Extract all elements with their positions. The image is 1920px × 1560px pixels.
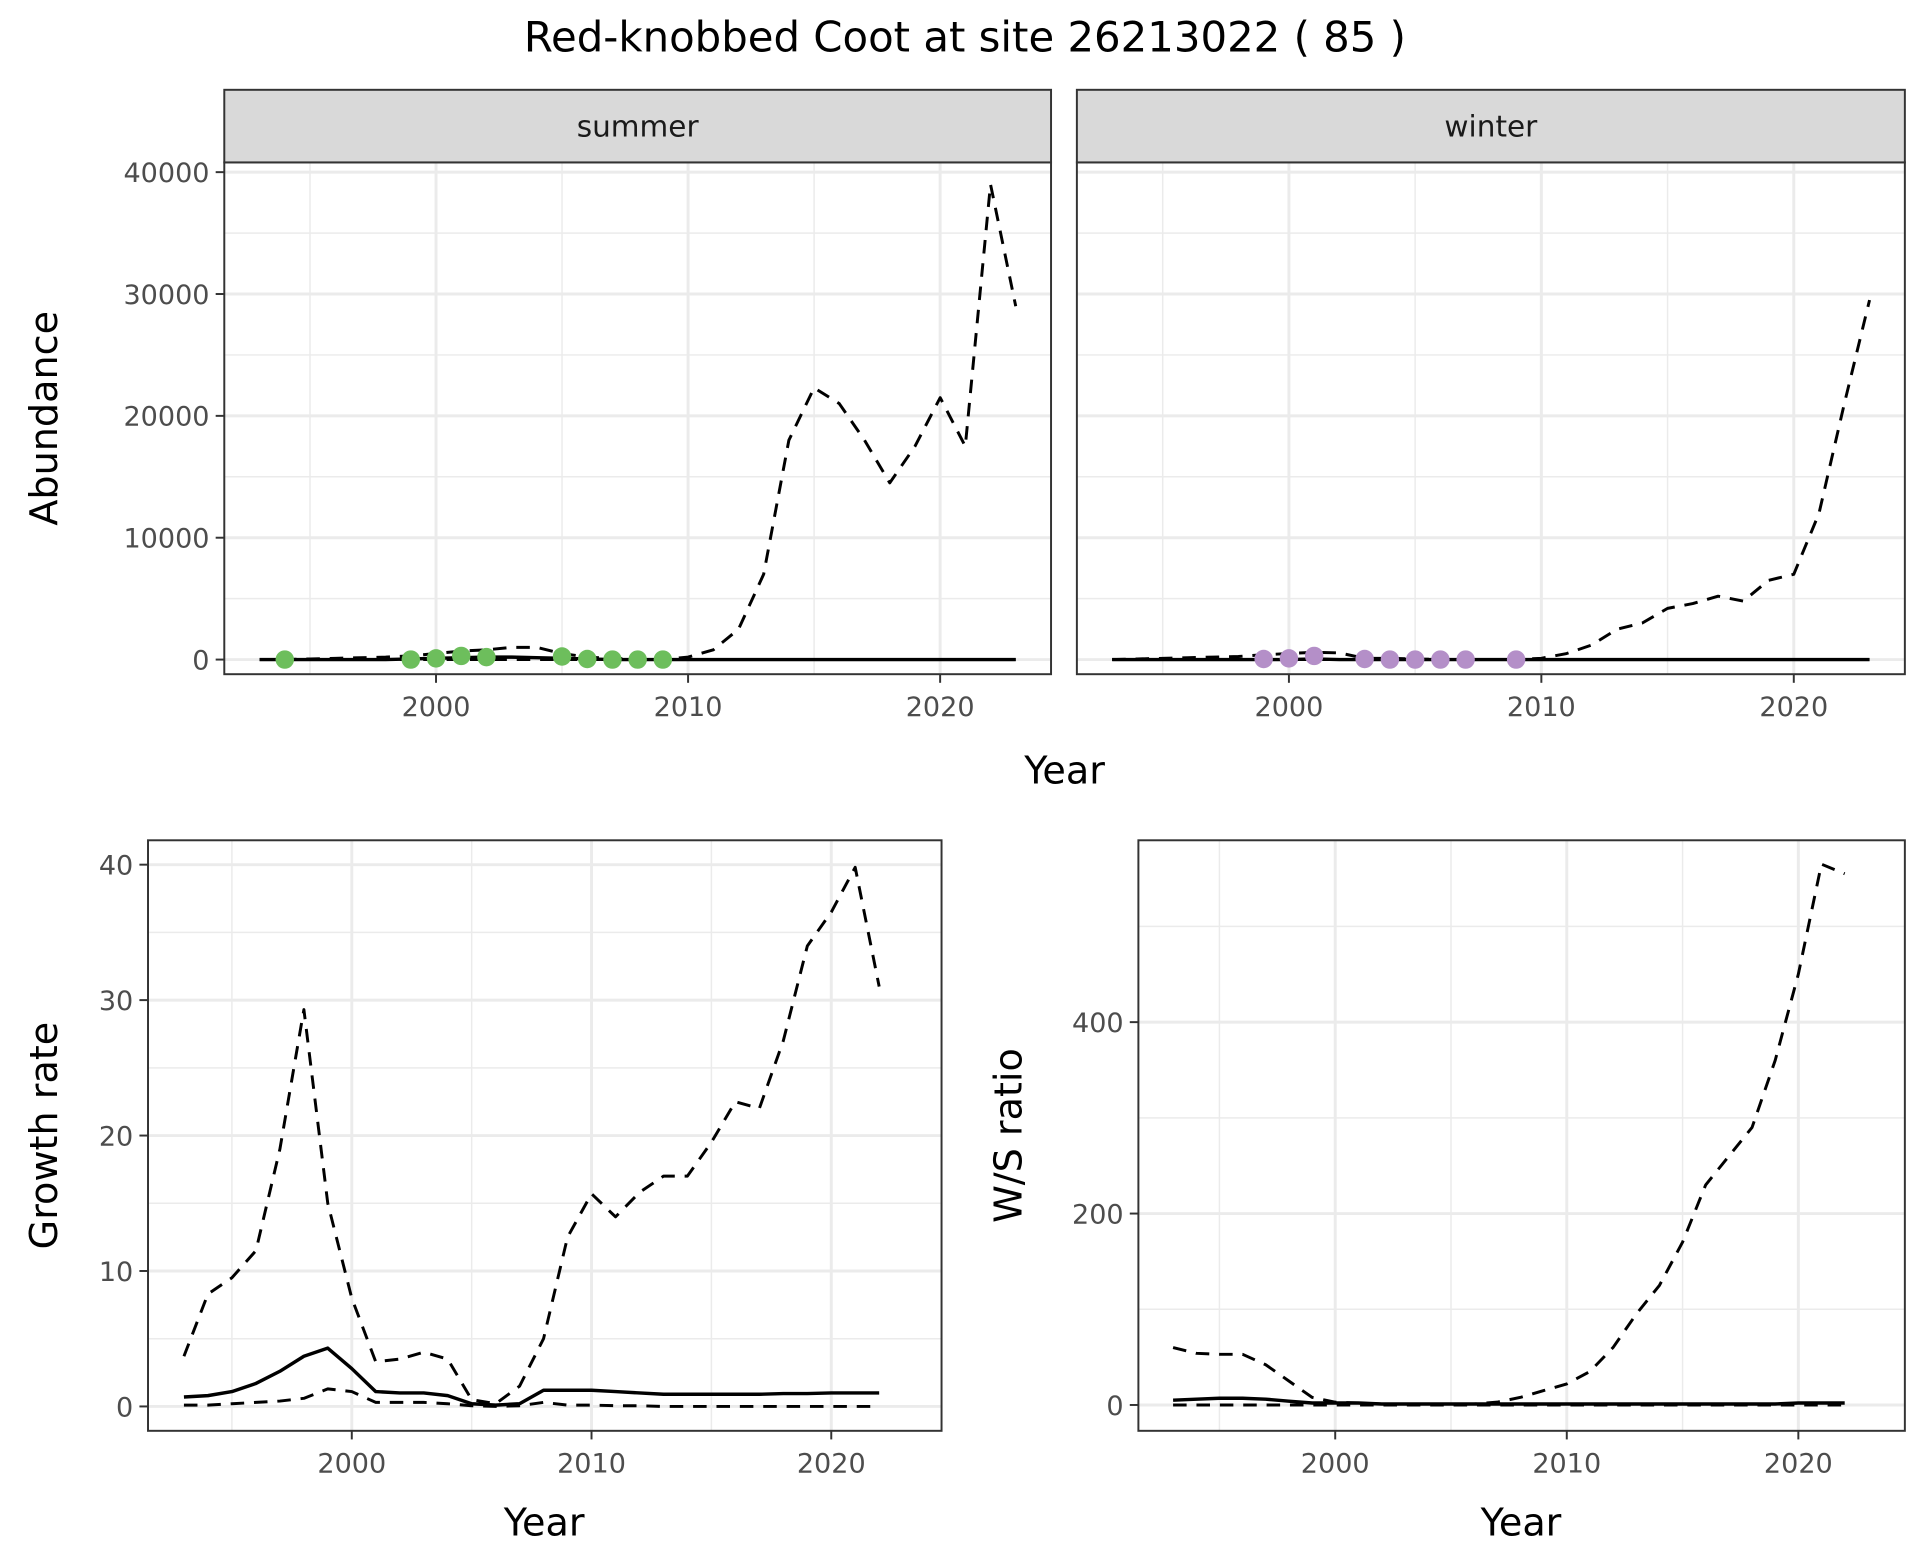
- abundance-winter-panel: 2000 2010 2020 winter: [1075, 88, 1906, 723]
- ws-ratio-y-tick-label: 200: [1072, 1199, 1124, 1230]
- ws-ratio-series-upper-dashed-line: [1172, 862, 1846, 1406]
- ws-ratio-panel-border: [1137, 839, 1906, 1432]
- ws-ratio-series-estimate-line: [1173, 1396, 1845, 1406]
- abundance-summer-data-point: [401, 650, 421, 669]
- abundance-summer-x-tick-label: 2010: [654, 692, 723, 723]
- abundance-winter-data-point: [1456, 650, 1475, 669]
- abundance-summer-x-tick-label: 2020: [906, 692, 975, 723]
- abundance-y-axis-title: Abundance: [22, 311, 66, 526]
- abundance-summer-data-point: [451, 646, 471, 666]
- abundance-summer-y-tick-label: 20000: [123, 402, 209, 433]
- abundance-summer-data-point: [426, 649, 446, 668]
- abundance-winter-data-point: [1380, 650, 1400, 669]
- growth-rate-series-lower-dashed-line: [183, 1387, 880, 1408]
- growth-rate-y-tick-label: 10: [99, 1257, 133, 1288]
- abundance-summer-data-point: [275, 650, 295, 669]
- abundance-winter-data-point: [1279, 649, 1299, 668]
- abundance-winter-data-point: [1506, 650, 1526, 669]
- growth-rate-x-tick-label: 2010: [557, 1449, 626, 1480]
- growth-rate-series-upper-dashed-line: [182, 865, 881, 1406]
- ratio-y-axis-title: W/S ratio: [987, 1048, 1031, 1223]
- growth-x-axis-title: Year: [503, 1500, 585, 1544]
- abundance-summer-data-point: [603, 650, 622, 669]
- growth-rate-x-tick-label: 2000: [317, 1449, 386, 1480]
- growth-rate-y-tick-label: 20: [99, 1121, 133, 1152]
- abundance-x-axis-title: Year: [1023, 749, 1105, 793]
- abundance-summer-y-tick-label: 0: [192, 645, 209, 676]
- abundance-winter-facet-label: winter: [1444, 110, 1538, 144]
- abundance-winter-data-point: [1431, 650, 1450, 669]
- abundance-winter-data-point: [1304, 646, 1324, 666]
- abundance-summer-data-point: [477, 647, 496, 667]
- abundance-summer-data-point: [552, 647, 572, 666]
- abundance-winter-data-point: [1405, 650, 1425, 669]
- abundance-summer-y-tick-label: 40000: [123, 158, 209, 189]
- ws-ratio-y-tick-label: 0: [1106, 1391, 1123, 1422]
- abundance-summer-data-point: [628, 650, 647, 669]
- abundance-summer-facet-strip: [223, 88, 1053, 164]
- abundance-winter-panel-border: [1075, 161, 1906, 676]
- abundance-summer-panel-border: [223, 161, 1053, 676]
- abundance-winter-x-tick-label: 2000: [1254, 692, 1323, 723]
- abundance-summer-x-tick-label: 2000: [402, 692, 471, 723]
- ratio-x-axis-title: Year: [1480, 1500, 1562, 1544]
- growth-rate-panel: 2000 2010 2020 0 10 20 30 40: [99, 839, 943, 1480]
- abundance-winter-facet-strip: [1075, 88, 1906, 164]
- abundance-winter-data-point: [1355, 649, 1374, 669]
- chart-title: Red-knobbed Coot at site 26213022 ( 85 ): [524, 13, 1406, 62]
- abundance-winter-x-tick-label: 2010: [1507, 692, 1576, 723]
- abundance-summer-data-point: [653, 650, 673, 669]
- growth-rate-y-tick-label: 30: [99, 986, 133, 1017]
- abundance-winter-data-point: [1254, 649, 1273, 669]
- abundance-summer-panel: 2000 2010 2020 0 10000 20000 30000 40000 summer: [123, 88, 1053, 723]
- growth-rate-series-estimate-line: [183, 1346, 880, 1407]
- abundance-winter-x-tick-label: 2020: [1759, 692, 1828, 723]
- growth-rate-y-tick-label: 0: [116, 1392, 133, 1423]
- abundance-summer-y-tick-label: 30000: [123, 280, 209, 311]
- growth-rate-y-tick-label: 40: [99, 851, 133, 882]
- abundance-summer-facet-label: summer: [577, 110, 700, 144]
- ws-ratio-x-tick-label: 2010: [1532, 1449, 1601, 1480]
- ws-ratio-panel: 2000 2010 2020 0 200 400: [1072, 839, 1906, 1480]
- abundance-summer-series-upper-dashed-line: [259, 182, 1018, 662]
- ws-ratio-x-tick-label: 2020: [1764, 1449, 1833, 1480]
- abundance-winter-series-upper-dashed-line: [1112, 299, 1871, 662]
- ws-ratio-x-tick-label: 2000: [1301, 1449, 1370, 1480]
- abundance-summer-data-point: [578, 649, 597, 669]
- growth-y-axis-title: Growth rate: [22, 1022, 66, 1250]
- abundance-summer-y-tick-label: 10000: [123, 524, 209, 555]
- ws-ratio-y-tick-label: 400: [1072, 1008, 1124, 1039]
- growth-rate-x-tick-label: 2020: [797, 1449, 866, 1480]
